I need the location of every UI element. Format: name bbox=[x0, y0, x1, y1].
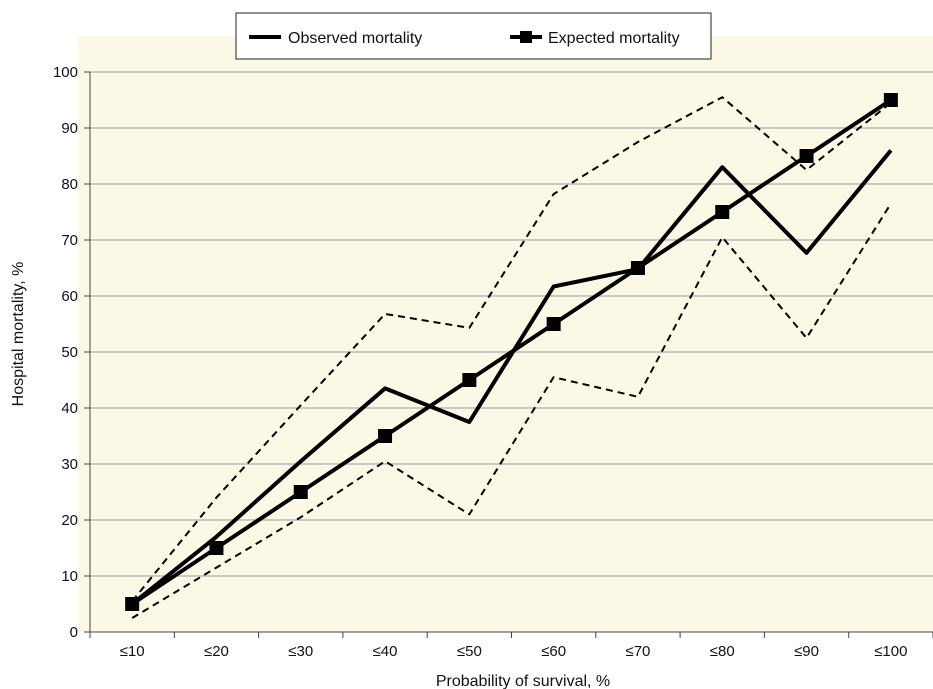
series-layer bbox=[125, 93, 898, 619]
lower-ci-dashed-line bbox=[131, 203, 892, 619]
expected-mortality-line bbox=[131, 98, 893, 606]
expected-mortality-marker bbox=[630, 261, 645, 275]
expected-mortality-marker bbox=[378, 429, 393, 443]
x-tick-label: ≤90 bbox=[794, 643, 819, 660]
legend: Observed mortality Expected mortality bbox=[235, 12, 712, 60]
y-tick-label: 70 bbox=[61, 232, 78, 249]
y-tick-label: 20 bbox=[61, 512, 78, 529]
expected-mortality-marker bbox=[462, 373, 477, 387]
y-tick-label: 50 bbox=[61, 344, 78, 361]
x-tick-label: ≤30 bbox=[288, 643, 313, 660]
expected-mortality-marker bbox=[125, 597, 140, 611]
x-tick-label: ≤10 bbox=[120, 643, 145, 660]
x-tick-label: ≤80 bbox=[710, 643, 735, 660]
expected-mortality-marker bbox=[715, 205, 730, 219]
y-tick-label: 100 bbox=[53, 64, 78, 81]
y-tick-label: 10 bbox=[61, 568, 78, 585]
x-tick-label: ≤70 bbox=[625, 643, 650, 660]
x-tick-label: ≤40 bbox=[373, 643, 398, 660]
upper-ci-dashed-line bbox=[131, 96, 892, 602]
axes: 0 10 20 30 40 50 60 70 80 90 100 ≤10 ≤20 ≤30 ≤40 ≤50 ≤60… bbox=[53, 64, 933, 660]
y-tick-label: 90 bbox=[61, 120, 78, 137]
legend-expected-marker bbox=[520, 31, 532, 43]
y-tick-label: 40 bbox=[61, 400, 78, 417]
y-tick-label: 30 bbox=[61, 456, 78, 473]
legend-observed-label: Observed mortality bbox=[288, 30, 422, 47]
expected-mortality-marker bbox=[293, 485, 308, 499]
y-tick-label: 60 bbox=[61, 288, 78, 305]
expected-mortality-marker bbox=[799, 149, 814, 163]
y-tick-label: 0 bbox=[70, 624, 78, 641]
legend-box bbox=[235, 12, 712, 60]
y-axis-title: Hospital mortality, % bbox=[10, 262, 27, 407]
x-axis-title: Probability of survival, % bbox=[436, 673, 610, 689]
x-tick-label: ≤100 bbox=[874, 643, 907, 660]
x-tick-label: ≤20 bbox=[204, 643, 229, 660]
expected-mortality-marker bbox=[209, 541, 224, 555]
expected-mortality-marker bbox=[883, 93, 898, 107]
expected-mortality-marker bbox=[546, 317, 561, 331]
x-tick-label: ≤50 bbox=[457, 643, 482, 660]
legend-expected-label: Expected mortality bbox=[548, 30, 680, 47]
x-tick-label: ≤60 bbox=[541, 643, 566, 660]
y-tick-label: 80 bbox=[61, 176, 78, 193]
